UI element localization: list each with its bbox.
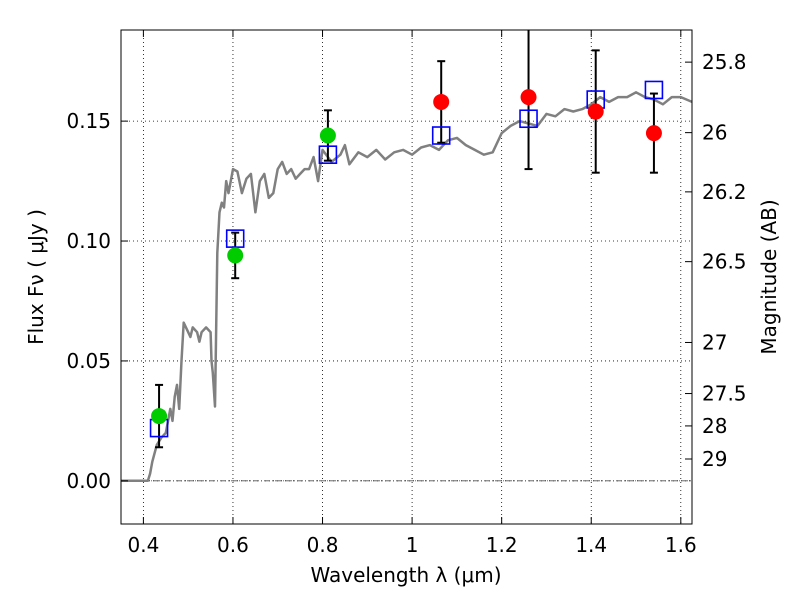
x-tick-label: 0.4: [127, 533, 159, 557]
x-axis-title: Wavelength λ (μm): [310, 563, 501, 587]
y-axis-ticks: 0.00 0.05 0.10 0.15: [66, 109, 128, 493]
model-square: [318, 145, 338, 164]
right-tick-label: 25.8: [702, 50, 747, 74]
right-tick-label: 27: [702, 330, 727, 354]
right-tick-label: 26: [702, 121, 727, 145]
errorbar-layer: [155, 30, 658, 449]
observed-point: [151, 408, 168, 425]
x-tick-label: 1: [406, 533, 419, 557]
right-tick-label: 27.5: [702, 382, 747, 406]
x-tick-label: 0.8: [307, 533, 339, 557]
x-tick-label: 1.6: [665, 533, 697, 557]
x-tick-label: 1.2: [486, 533, 518, 557]
x-tick-label: 0.6: [217, 533, 249, 557]
right-axis-title: Magnitude (AB): [757, 199, 781, 354]
x-tick-label: 1.4: [575, 533, 607, 557]
model-square: [431, 126, 451, 145]
plot-frame: [120, 29, 693, 525]
observed-point: [433, 93, 450, 110]
model-square-layer: [149, 80, 664, 438]
observed-point: [319, 127, 336, 144]
spectrum-line: [121, 91, 693, 483]
observed-point: [227, 247, 244, 264]
right-tick-label: 28: [702, 414, 727, 438]
observed-point: [520, 89, 537, 106]
right-tick-label: 29: [702, 447, 727, 471]
model-square: [519, 109, 538, 129]
observed-point-layer: [151, 89, 662, 425]
model-square: [644, 80, 664, 100]
y-tick-label: 0.15: [66, 109, 111, 133]
observed-point: [645, 125, 662, 142]
y-tick-label: 0.00: [66, 469, 111, 493]
observed-point: [587, 103, 604, 120]
spectrum-layer: [121, 91, 693, 483]
grid-lines: [121, 30, 692, 524]
right-tick-label: 26.5: [702, 250, 747, 274]
model-square: [225, 229, 245, 248]
y-axis-title: Flux Fν ( μJy ): [24, 209, 48, 345]
right-axis-ticks: 25.8 26 26.2 26.5 27 27.5 28 29: [685, 50, 747, 471]
y-tick-label: 0.10: [66, 229, 111, 253]
right-tick-label: 26.2: [702, 180, 747, 204]
x-axis-ticks: 0.4 0.6 0.8 1 1.2 1.4 1.6: [127, 30, 697, 557]
y-tick-label: 0.05: [66, 349, 111, 373]
